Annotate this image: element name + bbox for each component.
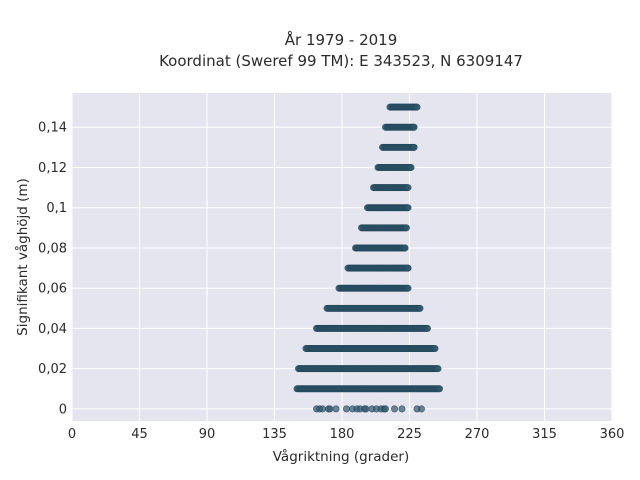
scatter-point <box>402 224 410 232</box>
y-tick-label: 0,06 <box>38 282 67 297</box>
x-axis-ticks: 0 45 90 135 180 225 270 315 360 <box>68 427 625 442</box>
y-tick-label: 0,08 <box>38 241 67 256</box>
scatter-point <box>398 405 406 413</box>
x-tick-label: 315 <box>532 427 557 442</box>
y-tick-label: 0,12 <box>38 161 67 176</box>
chart-title-line-2: Koordinat (Sweref 99 TM): E 343523, N 63… <box>159 52 523 70</box>
y-axis-label: Signifikant våghöjd (m) <box>14 178 31 336</box>
scatter-point <box>342 405 350 413</box>
y-tick-label: 0,1 <box>46 201 67 216</box>
x-tick-label: 135 <box>262 427 287 442</box>
scatter-point <box>381 405 389 413</box>
x-tick-label: 45 <box>131 427 148 442</box>
scatter-point <box>332 405 340 413</box>
scatter-point <box>404 264 412 272</box>
y-axis-ticks: 0 0,02 0,04 0,06 0,08 0,1 0,12 0,14 <box>38 121 67 418</box>
scatter-point <box>410 123 418 131</box>
scatter-point <box>404 184 412 192</box>
scatter-point <box>407 163 415 171</box>
y-tick-label: 0,02 <box>38 362 67 377</box>
scatter-point <box>423 324 431 332</box>
x-tick-label: 0 <box>68 427 76 442</box>
scatter-point <box>390 405 398 413</box>
scatter-point <box>326 405 334 413</box>
scatter-point <box>410 143 418 151</box>
scatter-point <box>401 244 409 252</box>
scatter-point <box>434 365 442 373</box>
scatter-point <box>362 405 370 413</box>
scatter-point <box>417 405 425 413</box>
scatter-point <box>318 405 326 413</box>
y-tick-label: 0 <box>59 402 67 417</box>
scatter-point <box>413 103 421 111</box>
x-tick-label: 180 <box>330 427 355 442</box>
y-tick-label: 0,14 <box>38 121 67 136</box>
x-tick-label: 90 <box>199 427 216 442</box>
scatter-point <box>404 284 412 292</box>
scatter-point <box>404 204 412 212</box>
scatter-points <box>293 103 443 413</box>
scatter-point <box>431 345 439 353</box>
y-tick-label: 0,04 <box>38 322 67 337</box>
scatter-point <box>416 304 424 312</box>
x-tick-label: 360 <box>600 427 625 442</box>
x-axis-label: Vågriktning (grader) <box>273 448 410 465</box>
chart-title-line-1: År 1979 - 2019 <box>285 30 398 49</box>
x-tick-label: 225 <box>397 427 422 442</box>
scatter-point <box>435 385 443 393</box>
x-tick-label: 270 <box>465 427 490 442</box>
